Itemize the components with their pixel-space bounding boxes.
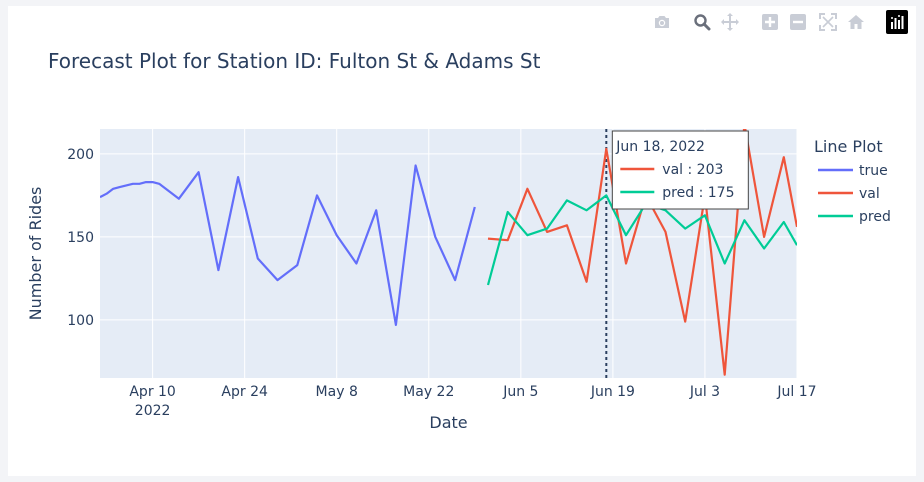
x-tick-label: Jul 3	[689, 384, 720, 400]
x-axis-label: Date	[429, 413, 467, 432]
y-axis-label: Number of Rides	[26, 187, 45, 321]
pan-icon[interactable]	[720, 12, 740, 32]
x-tick-label: Apr 24	[221, 384, 268, 400]
zoom-icon[interactable]	[692, 12, 712, 32]
hover-tooltip: Jun 18, 2022 val : 203 pred : 175	[611, 130, 749, 210]
legend-label: pred	[859, 209, 891, 225]
tooltip-row: val : 203	[662, 162, 723, 178]
legend-title: Line Plot	[814, 137, 883, 156]
series-line-true[interactable]	[100, 164, 476, 326]
x-tick-year-label: 2022	[135, 403, 171, 419]
legend-item-val[interactable]: val	[818, 186, 880, 202]
tooltip-header: Jun 18, 2022	[615, 139, 705, 155]
chart-title: Forecast Plot for Station ID: Fulton St …	[48, 49, 541, 73]
legend-item-true[interactable]: true	[818, 163, 888, 179]
zoom-in-icon[interactable]	[760, 12, 780, 32]
x-tick-label: Jun 19	[590, 384, 635, 400]
tooltip-row: pred : 175	[662, 185, 734, 201]
x-tick-label: Jun 5	[502, 384, 538, 400]
legend-label: true	[859, 163, 888, 179]
plotly-logo-icon[interactable]	[886, 10, 908, 34]
x-tick-label: May 8	[316, 384, 358, 400]
legend: Line Plot true val pred	[814, 137, 891, 225]
x-tick-label: May 22	[403, 384, 454, 400]
home-icon[interactable]	[846, 12, 866, 32]
zoom-out-icon[interactable]	[788, 12, 808, 32]
y-tick-label: 200	[67, 147, 94, 163]
x-tick-label: Jul 17	[776, 384, 816, 400]
y-tick-label: 100	[67, 313, 94, 329]
x-tick-label: Apr 10	[129, 384, 175, 400]
y-tick-label: 150	[67, 230, 94, 246]
legend-label: val	[859, 186, 880, 202]
camera-icon[interactable]	[652, 12, 672, 32]
autoscale-icon[interactable]	[818, 12, 838, 32]
legend-item-pred[interactable]: pred	[818, 209, 891, 225]
